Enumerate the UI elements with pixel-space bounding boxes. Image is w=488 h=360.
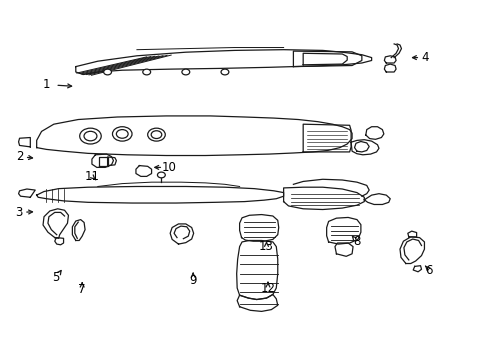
Text: 12: 12 <box>260 282 275 294</box>
Circle shape <box>147 128 165 141</box>
Text: 11: 11 <box>84 170 99 183</box>
Polygon shape <box>365 127 383 139</box>
Text: 5: 5 <box>52 271 60 284</box>
Polygon shape <box>19 189 35 197</box>
Polygon shape <box>43 209 68 238</box>
Polygon shape <box>107 157 116 166</box>
Text: 1: 1 <box>42 78 50 91</box>
Circle shape <box>80 128 101 144</box>
Text: 9: 9 <box>189 274 197 287</box>
Polygon shape <box>303 124 350 152</box>
Polygon shape <box>99 157 107 166</box>
Circle shape <box>157 172 165 178</box>
Polygon shape <box>136 166 151 176</box>
Polygon shape <box>237 294 277 311</box>
Text: 7: 7 <box>78 283 86 296</box>
Polygon shape <box>384 56 395 63</box>
Polygon shape <box>326 217 360 244</box>
Text: 10: 10 <box>161 161 176 174</box>
Text: 6: 6 <box>425 264 432 276</box>
Polygon shape <box>412 266 421 272</box>
Polygon shape <box>334 243 352 256</box>
Polygon shape <box>236 240 277 300</box>
Polygon shape <box>293 51 361 67</box>
Circle shape <box>112 127 132 141</box>
Polygon shape <box>170 224 193 244</box>
Text: 4: 4 <box>421 51 428 64</box>
Polygon shape <box>239 215 278 241</box>
Polygon shape <box>407 231 416 237</box>
Polygon shape <box>303 53 346 65</box>
Circle shape <box>103 69 111 75</box>
Polygon shape <box>72 220 85 240</box>
Polygon shape <box>364 194 389 204</box>
Polygon shape <box>399 237 424 264</box>
Text: 8: 8 <box>352 235 360 248</box>
Circle shape <box>142 69 150 75</box>
Polygon shape <box>37 186 283 203</box>
Polygon shape <box>283 187 364 210</box>
Text: 3: 3 <box>15 206 22 219</box>
Circle shape <box>221 69 228 75</box>
Polygon shape <box>350 140 378 155</box>
Polygon shape <box>92 154 113 167</box>
Polygon shape <box>19 138 30 147</box>
Polygon shape <box>76 50 371 75</box>
Polygon shape <box>37 116 351 156</box>
Circle shape <box>182 69 189 75</box>
Polygon shape <box>55 238 63 245</box>
Text: 13: 13 <box>259 240 273 253</box>
Text: 2: 2 <box>16 150 23 163</box>
Polygon shape <box>384 64 395 72</box>
Polygon shape <box>354 141 368 152</box>
